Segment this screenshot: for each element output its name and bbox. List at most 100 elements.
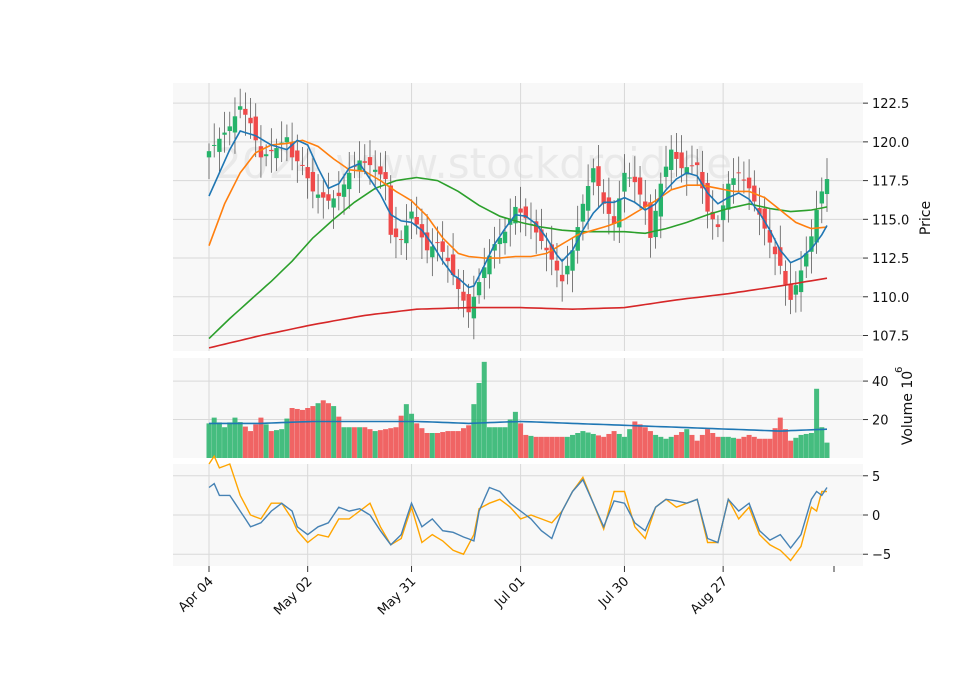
volume-bar	[585, 432, 591, 458]
x-tick-label: Apr 04	[176, 574, 217, 615]
volume-bar	[767, 438, 773, 458]
volume-bar	[362, 427, 368, 458]
volume-bar	[258, 417, 264, 458]
candle-body	[450, 254, 456, 276]
candle-body	[611, 216, 617, 224]
candle-body	[643, 201, 648, 207]
volume-bar	[533, 436, 539, 458]
y-tick-label: 40	[872, 375, 889, 390]
volume-axis-title: Volume 10	[900, 371, 916, 445]
candle-body	[772, 246, 778, 255]
volume-bar	[788, 440, 794, 458]
volume-bar	[398, 415, 404, 458]
candle-body	[321, 192, 326, 198]
watermark: 2024 www.stockdroid.de	[215, 139, 732, 188]
volume-bar	[268, 431, 274, 458]
volume-bar	[227, 422, 233, 458]
volume-bar	[762, 438, 768, 458]
volume-bar	[658, 436, 664, 458]
volume-bar	[253, 424, 259, 458]
candle-body	[476, 282, 482, 296]
candle-body	[539, 229, 544, 242]
volume-bar	[627, 429, 633, 458]
candle-body	[648, 202, 653, 238]
y-tick-label: 5	[872, 470, 880, 485]
candle-body	[663, 166, 669, 177]
candle-body	[435, 242, 440, 244]
volume-bar	[673, 434, 679, 458]
candle-body	[274, 148, 279, 159]
y-tick-label: 117.5	[872, 175, 909, 190]
candle-body	[710, 211, 715, 220]
volume-bar	[471, 404, 477, 458]
candle-body	[736, 172, 741, 174]
candle-body	[367, 157, 373, 166]
candle-body	[554, 260, 560, 271]
volume-bar	[315, 403, 321, 458]
candle-body	[300, 164, 305, 166]
candle-body	[206, 151, 212, 158]
volume-bar	[450, 431, 456, 458]
candle-body	[627, 177, 632, 179]
volume-bar	[429, 433, 435, 458]
candle-body	[824, 179, 830, 195]
sma-long-line	[208, 277, 828, 349]
candle-body	[674, 151, 679, 159]
candle-body	[741, 179, 747, 181]
volume-bar	[320, 400, 326, 458]
volume-bar	[279, 429, 285, 458]
candle-body	[331, 198, 336, 208]
sma-fast-line	[208, 130, 828, 289]
candle-body	[341, 184, 347, 197]
volume-bar	[611, 431, 617, 458]
candle-body	[445, 257, 451, 262]
panel-background	[173, 83, 863, 351]
x-tick-label: Jul 30	[595, 574, 632, 611]
candle-body	[793, 285, 799, 295]
volume-bar	[668, 436, 674, 458]
candle-body	[502, 231, 508, 244]
sma-slow-line	[208, 176, 828, 340]
candle-body	[705, 182, 710, 212]
volume-bar	[507, 419, 513, 458]
volume-panel	[206, 361, 830, 458]
volume-bar	[720, 436, 726, 458]
candle-body	[658, 183, 664, 217]
candle-body	[414, 217, 419, 225]
volume-bar	[294, 408, 300, 458]
volume-bar	[803, 433, 809, 458]
volume-bar	[466, 425, 472, 458]
candle-body	[295, 150, 300, 162]
sma-mid-line	[208, 139, 828, 259]
volume-bar	[512, 411, 518, 458]
volume-bar	[211, 417, 217, 458]
candle-body	[814, 210, 819, 243]
volume-bar	[331, 406, 337, 458]
volume-bar	[367, 429, 373, 458]
volume-bar	[476, 383, 482, 458]
candle-body	[258, 146, 264, 158]
volume-bar	[481, 361, 487, 458]
candle-body	[596, 166, 601, 187]
volume-bar	[336, 416, 342, 458]
candle-body	[404, 225, 409, 244]
candle-body	[533, 221, 539, 233]
candle-body	[767, 230, 773, 243]
candle-body	[253, 116, 258, 141]
volume-bar	[819, 427, 825, 458]
volume-bar	[216, 422, 222, 458]
volume-bar	[798, 434, 804, 458]
volume-bar	[502, 427, 508, 458]
candle-body	[492, 244, 497, 251]
volume-bar	[632, 421, 638, 458]
volume-bar	[777, 417, 783, 458]
volume-bar	[756, 438, 762, 458]
volume-bar	[284, 418, 290, 458]
volume-bar	[486, 427, 492, 458]
y-tick-label: 122.5	[872, 97, 909, 112]
candle-body	[388, 185, 393, 235]
candle-body	[211, 144, 217, 146]
volume-bar	[518, 423, 524, 458]
candle-body	[315, 194, 321, 198]
volume-bar	[445, 431, 451, 458]
